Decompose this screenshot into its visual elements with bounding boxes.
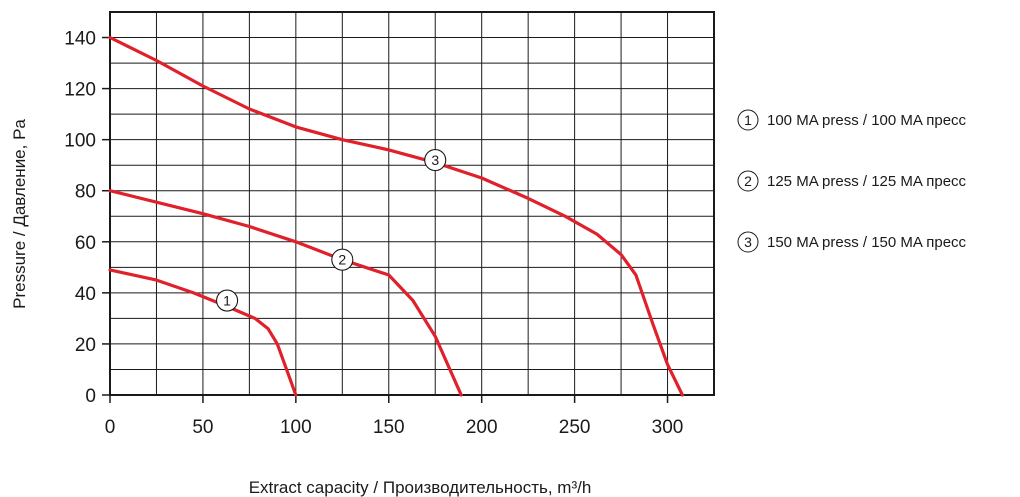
legend-label: 100 MA press / 100 MA пресс [767,112,967,129]
legend-marker-1 [737,109,759,131]
x-tick-label: 50 [192,417,213,438]
series-marker-2 [331,248,354,271]
grid [109,11,715,396]
x-tick-label: 300 [652,417,684,438]
y-tick-label: 20 [75,335,96,356]
series-marker-label: 1 [223,293,231,309]
legend-marker-label: 2 [744,173,752,189]
x-tick-label: 250 [559,417,591,438]
plot-frame [109,11,715,396]
x-axis-label: Extract capacity / Производительность, m… [249,478,592,497]
series-marker-label: 2 [338,252,346,268]
y-tick-label: 60 [75,233,96,254]
legend-marker-label: 3 [744,234,752,250]
legend-label: 150 MA press / 150 MA пресс [767,234,967,251]
y-tick-label: 140 [64,29,96,50]
axes: 0 50 100 150 200 250 300 0 20 40 60 80 100 120 140 [64,11,715,438]
series-line-1 [108,268,298,397]
legend-marker-2 [737,170,759,192]
legend-marker-3 [737,231,759,253]
series-marker-1 [216,289,239,312]
legend-marker-label: 1 [744,112,752,128]
series-marker-3 [424,149,447,172]
x-tick-label: 100 [280,417,312,438]
y-tick-label: 40 [75,284,96,305]
y-axis-label: Pressure / Давление, Pa [10,119,29,309]
series-markers: 1 2 3 [216,149,447,312]
x-tick-label: 200 [466,417,498,438]
x-tick-label: 0 [105,417,116,438]
y-tick-label: 0 [85,386,96,407]
y-tick-label: 80 [75,182,96,203]
y-tick-label: 120 [64,80,96,101]
x-tick-label: 150 [373,417,405,438]
series-line-3 [108,35,684,397]
series-marker-label: 3 [431,152,439,168]
y-tick-label: 100 [64,131,96,152]
legend: 1 100 MA press / 100 MA пресс 2 125 MA pres… [737,109,967,253]
legend-label: 125 MA press / 125 MA пресс [767,173,967,190]
